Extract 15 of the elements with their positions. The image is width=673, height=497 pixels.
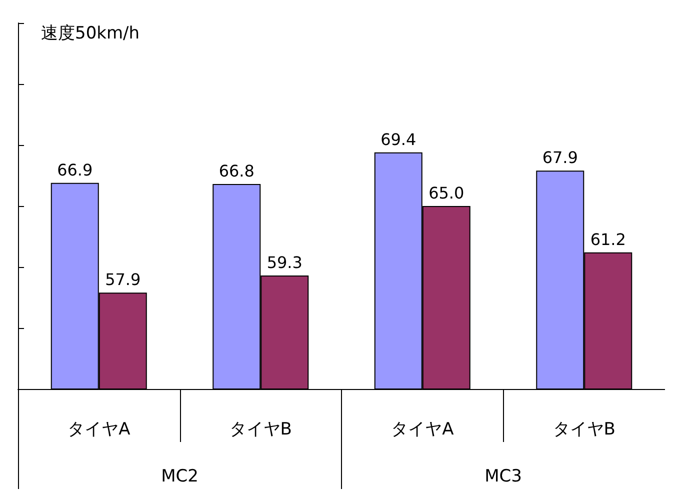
data-label: 57.9	[105, 270, 141, 290]
data-label: 59.3	[266, 253, 302, 272]
x-tick-label: タイヤA	[68, 420, 131, 440]
text: MC2	[161, 466, 198, 486]
data-label: 61.2	[590, 230, 626, 249]
x-tick-label: タイヤA	[391, 420, 454, 440]
x-tick-label: タイヤB	[552, 420, 616, 440]
data-label: 66.9	[57, 160, 93, 180]
data-label: 66.8	[218, 162, 254, 181]
text: MC3	[484, 466, 522, 486]
x-tick-label: タイヤB	[229, 420, 292, 440]
data-label: 67.9	[542, 148, 578, 168]
chart-title: 速度50km/h	[41, 24, 140, 44]
data-label: 65.0	[428, 184, 464, 202]
data-label: 69.4	[380, 130, 416, 149]
